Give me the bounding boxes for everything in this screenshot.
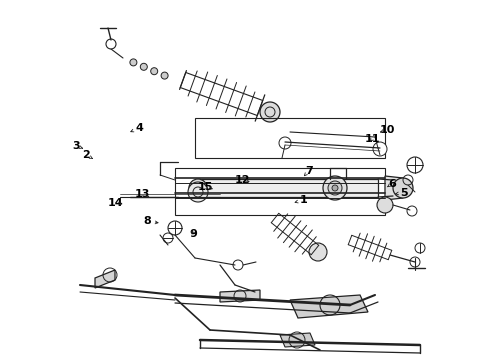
Text: 10: 10 [379, 125, 395, 135]
Circle shape [309, 243, 327, 261]
Circle shape [140, 63, 147, 70]
Text: 15: 15 [198, 182, 214, 192]
Circle shape [130, 59, 137, 66]
Circle shape [377, 197, 393, 213]
Circle shape [393, 178, 413, 198]
Text: 7: 7 [305, 166, 313, 176]
Polygon shape [290, 295, 368, 318]
Circle shape [323, 176, 347, 200]
Circle shape [161, 72, 168, 79]
Circle shape [279, 137, 291, 149]
Text: 8: 8 [143, 216, 151, 226]
Text: 9: 9 [190, 229, 197, 239]
Circle shape [151, 68, 158, 75]
Text: 3: 3 [72, 141, 80, 151]
Polygon shape [198, 179, 378, 197]
Circle shape [410, 257, 420, 267]
Circle shape [106, 39, 116, 49]
Polygon shape [220, 290, 260, 302]
Text: 14: 14 [107, 198, 123, 208]
Circle shape [189, 179, 207, 197]
Circle shape [332, 185, 338, 191]
Text: 5: 5 [400, 188, 408, 198]
Text: 2: 2 [82, 150, 90, 160]
Circle shape [188, 182, 208, 202]
Circle shape [373, 142, 387, 156]
Polygon shape [280, 333, 315, 347]
Circle shape [260, 102, 280, 122]
Polygon shape [385, 176, 403, 200]
Text: 1: 1 [300, 195, 308, 205]
Circle shape [168, 221, 182, 235]
Text: 13: 13 [134, 189, 150, 199]
Circle shape [233, 260, 243, 270]
Text: 11: 11 [365, 134, 380, 144]
Polygon shape [95, 270, 115, 288]
Text: 12: 12 [235, 175, 250, 185]
Text: 6: 6 [388, 179, 396, 189]
Circle shape [407, 157, 423, 173]
Text: 4: 4 [136, 123, 144, 133]
Circle shape [328, 181, 342, 195]
